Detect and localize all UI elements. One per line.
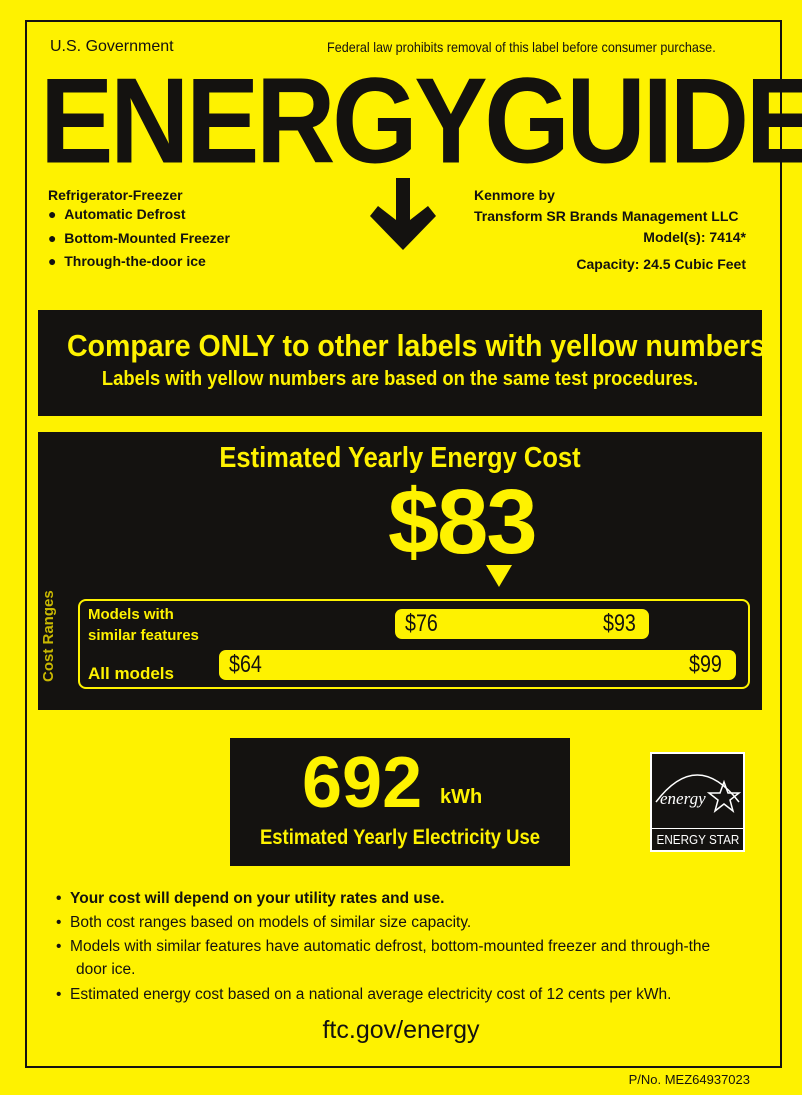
energy-star-icon: energy <box>655 774 742 813</box>
energyguide-title: ENERGYGUIDE <box>40 53 802 190</box>
feature-item: ● Automatic Defrost <box>48 206 186 222</box>
capacity: Capacity: 24.5 Cubic Feet <box>576 256 746 272</box>
brand-line2: Transform SR Brands Management LLC <box>474 208 739 224</box>
electricity-box: 692 kWh Estimated Yearly Electricity Use <box>230 738 570 866</box>
model-number: Model(s): 7414* <box>643 229 746 245</box>
cost-ranges-label: Cost Ranges <box>40 590 57 682</box>
svg-text:energy: energy <box>660 789 706 808</box>
note-item: • Both cost ranges based on models of si… <box>56 914 472 931</box>
similar-max: $93 <box>603 610 636 637</box>
electricity-label: Estimated Yearly Electricity Use <box>259 826 541 849</box>
cost-ranges-box <box>78 599 750 689</box>
brand-line1: Kenmore by <box>474 187 555 203</box>
arrow-down-icon <box>370 178 436 250</box>
all-min: $64 <box>229 651 262 678</box>
kwh-value: 692 <box>302 743 423 823</box>
note-item: • Your cost will depend on your utility … <box>56 890 445 907</box>
similar-label1: Models with <box>88 606 174 623</box>
kwh-unit: kWh <box>440 786 483 808</box>
all-models-label: All models <box>88 664 174 683</box>
label-border <box>25 20 782 1068</box>
part-number: P/No. MEZ64937023 <box>628 1072 750 1087</box>
note-item-continued: door ice. <box>76 961 136 978</box>
feature-item: ● Through-the-door ice <box>48 253 206 269</box>
us-government: U.S. Government <box>50 38 174 55</box>
cost-pointer-icon <box>486 565 512 587</box>
cost-panel: Estimated Yearly Energy Cost $83 Cost Ra… <box>38 432 762 710</box>
all-max: $99 <box>689 651 722 678</box>
cost-heading: Estimated Yearly Energy Cost <box>219 442 581 474</box>
ftc-url[interactable]: ftc.gov/energy <box>322 1016 480 1044</box>
product-type: Refrigerator-Freezer <box>48 187 183 203</box>
feature-item: ● Bottom-Mounted Freezer <box>48 230 230 246</box>
compare-line2: Labels with yellow numbers are based on … <box>101 368 699 390</box>
similar-range-bar: $76 $93 <box>395 609 649 639</box>
cost-value: $83 <box>388 471 537 573</box>
energy-star-logo: energy ENERGY STAR <box>650 752 745 852</box>
note-item: • Models with similar features have auto… <box>56 938 711 955</box>
note-item: • Estimated energy cost based on a natio… <box>56 986 672 1003</box>
removal-notice: Federal law prohibits removal of this la… <box>327 39 716 55</box>
compare-line1: Compare ONLY to other labels with yellow… <box>66 328 774 363</box>
compare-banner: Compare ONLY to other labels with yellow… <box>38 310 774 416</box>
all-range-bar: $64 $99 <box>219 650 736 680</box>
similar-min: $76 <box>405 610 438 637</box>
similar-label2: similar features <box>88 627 199 644</box>
energy-star-label: ENERGY STAR <box>656 832 740 847</box>
